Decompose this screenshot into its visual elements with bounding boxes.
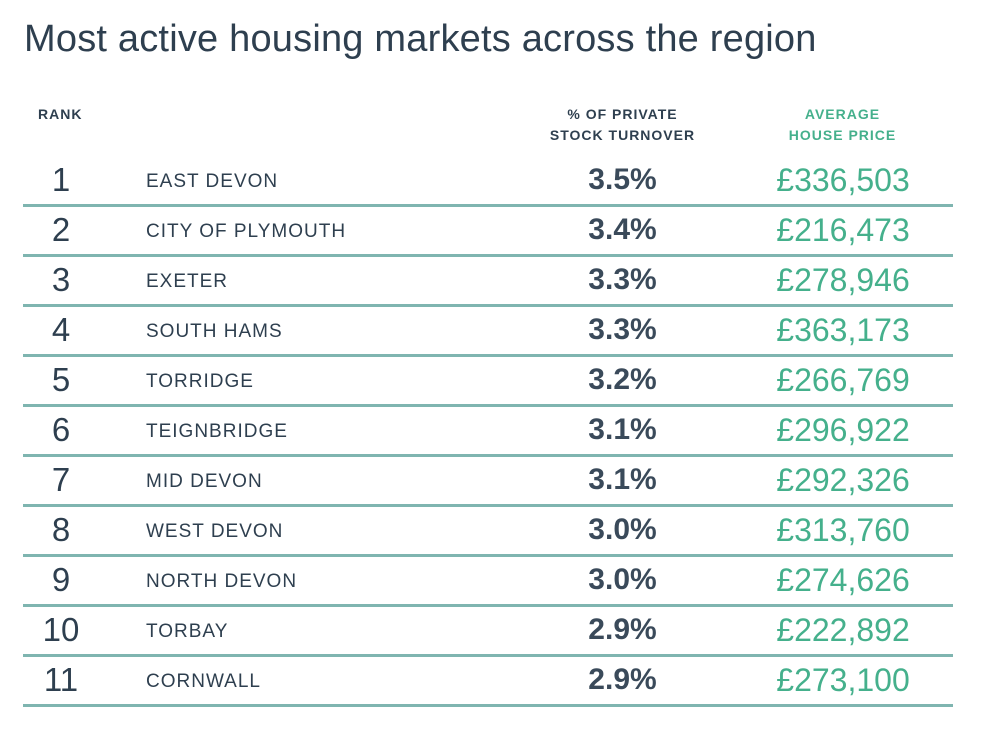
table-body: 1 EAST DEVON 3.5% £336,503 2 CITY OF PLYMOUTH… [23,157,953,707]
turnover-column-header: % OF PRIVATE STOCK TURNOVER [530,104,715,146]
rank-header-label: RANK [38,106,83,122]
table-row: 4 SOUTH HAMS 3.3% £363,173 [23,307,953,357]
table-row: 8 WEST DEVON 3.0% £313,760 [23,507,953,557]
area-name-cell: EXETER [146,271,229,292]
turnover-cell: 3.1% [588,413,657,446]
area-name-cell: CITY OF PLYMOUTH [146,221,347,242]
rank-cell: 2 [51,211,71,248]
price-cell: £336,503 [776,162,910,198]
table-row: 3 EXETER 3.3% £278,946 [23,257,953,307]
table-row: 6 TEIGNBRIDGE 3.1% £296,922 [23,407,953,457]
rank-cell: 7 [51,461,71,498]
price-cell: £216,473 [776,212,910,248]
page-title: Most active housing markets across the r… [24,18,817,60]
turnover-cell: 3.4% [588,213,657,246]
area-name-cell: MID DEVON [146,471,263,492]
price-cell: £274,626 [776,562,910,598]
turnover-cell: 3.3% [588,263,657,296]
turnover-cell: 3.2% [588,363,657,396]
turnover-cell: 2.9% [588,663,657,696]
price-cell: £363,173 [776,312,910,348]
rank-cell: 1 [51,161,71,198]
table-row: 9 NORTH DEVON 3.0% £274,626 [23,557,953,607]
area-name-cell: NORTH DEVON [146,571,298,592]
area-name-cell: EAST DEVON [146,171,279,192]
turnover-cell: 3.1% [588,463,657,496]
price-cell: £292,326 [776,462,910,498]
price-cell: £278,946 [776,262,910,298]
rank-cell: 8 [51,511,71,548]
rank-column-header: RANK [38,104,82,125]
rank-cell: 10 [42,611,80,648]
area-name-cell: CORNWALL [146,671,261,692]
area-name-cell: TORBAY [146,621,229,642]
turnover-cell: 3.3% [588,313,657,346]
price-header-line2: HOUSE PRICE [788,127,897,143]
price-cell: £266,769 [776,362,910,398]
area-name-cell: TORRIDGE [146,371,254,392]
price-header-line1: AVERAGE [804,106,881,122]
turnover-cell: 3.0% [588,563,657,596]
price-cell: £222,892 [776,612,910,648]
turnover-cell: 2.9% [588,613,657,646]
rank-cell: 3 [51,261,71,298]
area-name-cell: WEST DEVON [146,521,284,542]
area-name-cell: SOUTH HAMS [146,321,283,342]
rank-cell: 11 [43,661,79,698]
table-row: 1 EAST DEVON 3.5% £336,503 [23,157,953,207]
rank-cell: 6 [51,411,71,448]
price-cell: £273,100 [776,662,910,698]
price-cell: £313,760 [776,512,910,548]
rank-cell: 5 [51,361,71,398]
turnover-cell: 3.5% [588,163,657,196]
table-row: 5 TORRIDGE 3.2% £266,769 [23,357,953,407]
table-row: 7 MID DEVON 3.1% £292,326 [23,457,953,507]
table-row: 11 CORNWALL 2.9% £273,100 [23,657,953,707]
turnover-header-line2: STOCK TURNOVER [549,127,696,143]
turnover-cell: 3.0% [588,513,657,546]
price-cell: £296,922 [776,412,910,448]
rank-cell: 4 [51,311,71,348]
table-row: 2 CITY OF PLYMOUTH 3.4% £216,473 [23,207,953,257]
turnover-header-line1: % OF PRIVATE [567,106,678,122]
table-row: 10 TORBAY 2.9% £222,892 [23,607,953,657]
area-name-cell: TEIGNBRIDGE [146,421,288,442]
rank-cell: 9 [51,561,71,598]
price-column-header: AVERAGE HOUSE PRICE [760,104,925,146]
